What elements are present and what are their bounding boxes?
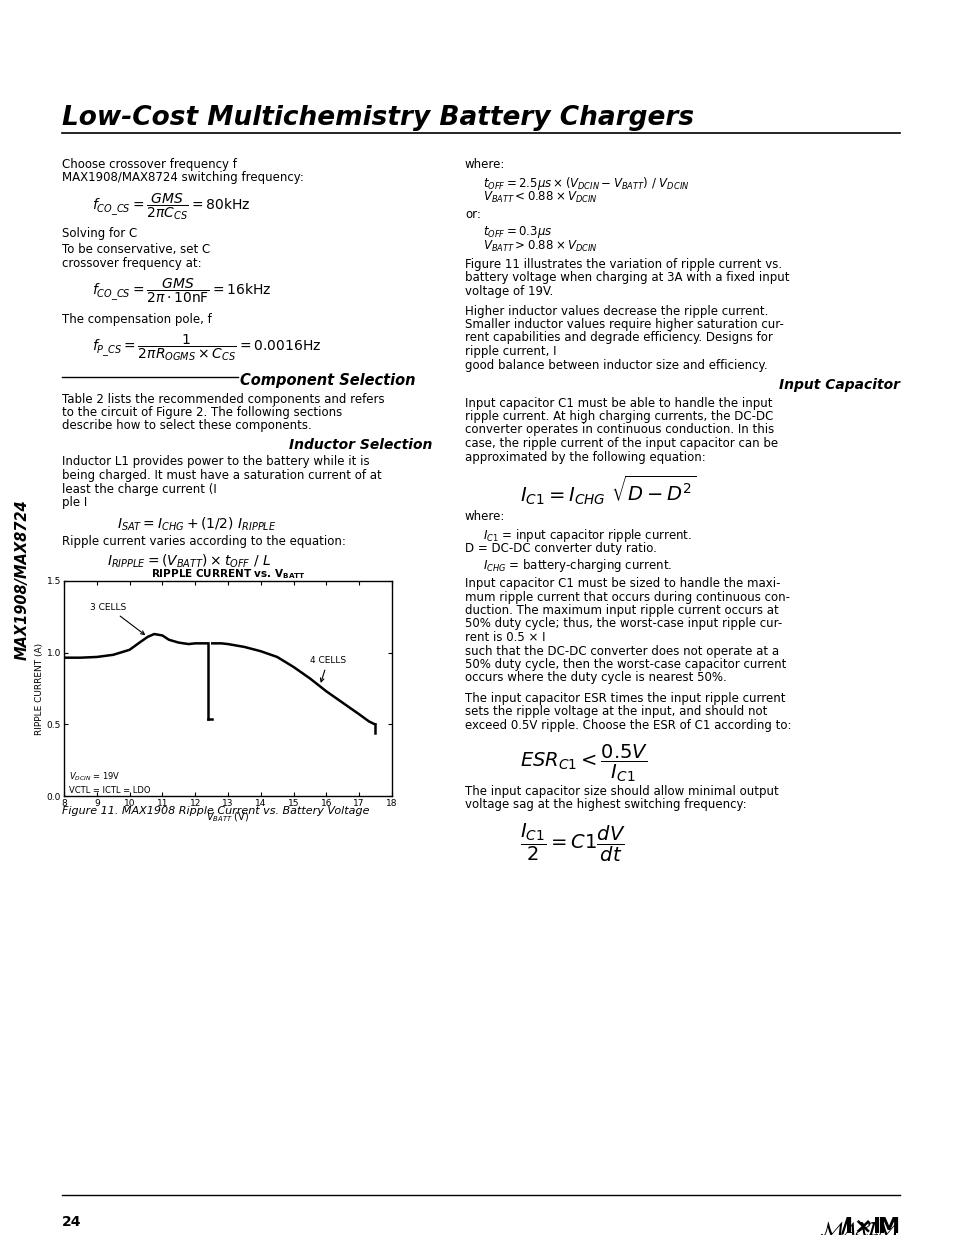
Text: $t_{OFF} = 0.3\mu s$: $t_{OFF} = 0.3\mu s$ bbox=[482, 224, 552, 240]
Text: 3 CELLS: 3 CELLS bbox=[91, 603, 144, 635]
Text: rent is 0.5 × I: rent is 0.5 × I bbox=[464, 631, 545, 643]
Text: sets the ripple voltage at the input, and should not: sets the ripple voltage at the input, an… bbox=[464, 705, 766, 719]
Text: $ESR_{C1} < \dfrac{0.5V}{I_{C1}}$: $ESR_{C1} < \dfrac{0.5V}{I_{C1}}$ bbox=[519, 742, 648, 784]
Text: rent capabilities and degrade efficiency. Designs for: rent capabilities and degrade efficiency… bbox=[464, 331, 772, 345]
Text: To be conservative, set C: To be conservative, set C bbox=[62, 243, 210, 257]
Text: The compensation pole, f: The compensation pole, f bbox=[62, 312, 212, 326]
Text: VCTL = ICTL = LDO: VCTL = ICTL = LDO bbox=[69, 785, 151, 795]
Text: 4 CELLS: 4 CELLS bbox=[310, 656, 346, 682]
Text: ripple current, I: ripple current, I bbox=[464, 345, 556, 358]
Text: $V_{BATT} > 0.88 \times V_{DCIN}$: $V_{BATT} > 0.88 \times V_{DCIN}$ bbox=[482, 238, 598, 253]
Text: being charged. It must have a saturation current of at: being charged. It must have a saturation… bbox=[62, 469, 381, 482]
Text: battery voltage when charging at 3A with a fixed input: battery voltage when charging at 3A with… bbox=[464, 272, 789, 284]
Text: or:: or: bbox=[464, 207, 480, 221]
Text: ripple current. At high charging currents, the DC-DC: ripple current. At high charging current… bbox=[464, 410, 773, 424]
Text: Input capacitor C1 must be sized to handle the maxi-: Input capacitor C1 must be sized to hand… bbox=[464, 577, 780, 590]
Text: approximated by the following equation:: approximated by the following equation: bbox=[464, 451, 705, 463]
Text: to the circuit of Figure 2. The following sections: to the circuit of Figure 2. The followin… bbox=[62, 406, 342, 419]
Text: Component Selection: Component Selection bbox=[240, 373, 416, 388]
Text: $f_{CO\_CS} = \dfrac{GMS}{2\pi \cdot 10\mathrm{nF}} = 16\mathrm{kHz}$: $f_{CO\_CS} = \dfrac{GMS}{2\pi \cdot 10\… bbox=[91, 277, 272, 305]
Text: Input capacitor C1 must be able to handle the input: Input capacitor C1 must be able to handl… bbox=[464, 396, 772, 410]
Text: MAX1908/MAX8724: MAX1908/MAX8724 bbox=[14, 500, 30, 661]
Text: The input capacitor ESR times the input ripple current: The input capacitor ESR times the input … bbox=[464, 692, 784, 705]
Text: $I_{C1}$ = input capacitor ripple current.: $I_{C1}$ = input capacitor ripple curren… bbox=[482, 527, 691, 545]
Text: describe how to select these components.: describe how to select these components. bbox=[62, 420, 312, 432]
Text: where:: where: bbox=[464, 158, 505, 170]
Text: such that the DC-DC converter does not operate at a: such that the DC-DC converter does not o… bbox=[464, 645, 779, 657]
Text: $f_{CO\_CS} = \dfrac{GMS}{2\pi C_{CS}} = 80\mathrm{kHz}$: $f_{CO\_CS} = \dfrac{GMS}{2\pi C_{CS}} =… bbox=[91, 191, 250, 222]
Text: where:: where: bbox=[464, 510, 505, 522]
Text: 24: 24 bbox=[62, 1215, 81, 1229]
Text: voltage sag at the highest switching frequency:: voltage sag at the highest switching fre… bbox=[464, 798, 746, 811]
Text: least the charge current (I: least the charge current (I bbox=[62, 483, 216, 495]
Text: Smaller inductor values require higher saturation cur-: Smaller inductor values require higher s… bbox=[464, 317, 783, 331]
Text: Low-Cost Multichemistry Battery Chargers: Low-Cost Multichemistry Battery Chargers bbox=[62, 105, 694, 131]
Text: $\mathbf{/\!\/\!I\!\times\!I\!M}$: $\mathbf{/\!\/\!I\!\times\!I\!M}$ bbox=[840, 1215, 899, 1235]
Text: 50% duty cycle; thus, the worst-case input ripple cur-: 50% duty cycle; thus, the worst-case inp… bbox=[464, 618, 781, 631]
Text: good balance between inductor size and efficiency.: good balance between inductor size and e… bbox=[464, 358, 767, 372]
Text: $V_{BATT} < 0.88 \times V_{DCIN}$: $V_{BATT} < 0.88 \times V_{DCIN}$ bbox=[482, 190, 598, 205]
Text: $t_{OFF} = 2.5\mu s \times (V_{DCIN} - V_{BATT})\ /\ V_{DCIN}$: $t_{OFF} = 2.5\mu s \times (V_{DCIN} - V… bbox=[482, 175, 689, 193]
Text: Inductor L1 provides power to the battery while it is: Inductor L1 provides power to the batter… bbox=[62, 456, 369, 468]
Text: Figure 11. MAX1908 Ripple Current vs. Battery Voltage: Figure 11. MAX1908 Ripple Current vs. Ba… bbox=[62, 806, 369, 816]
Text: case, the ripple current of the input capacitor can be: case, the ripple current of the input ca… bbox=[464, 437, 778, 450]
Text: Inductor Selection: Inductor Selection bbox=[289, 438, 432, 452]
Text: Input Capacitor: Input Capacitor bbox=[779, 378, 899, 391]
Text: Choose crossover frequency f: Choose crossover frequency f bbox=[62, 158, 236, 170]
Text: occurs where the duty cycle is nearest 50%.: occurs where the duty cycle is nearest 5… bbox=[464, 672, 726, 684]
Text: $I_{C1} = I_{CHG}\ \sqrt{D - D^{2}}$: $I_{C1} = I_{CHG}\ \sqrt{D - D^{2}}$ bbox=[519, 474, 696, 508]
Text: converter operates in continuous conduction. In this: converter operates in continuous conduct… bbox=[464, 424, 774, 436]
Text: exceed 0.5V ripple. Choose the ESR of C1 according to:: exceed 0.5V ripple. Choose the ESR of C1… bbox=[464, 719, 791, 732]
Text: crossover frequency at:: crossover frequency at: bbox=[62, 257, 201, 270]
X-axis label: $V_{BATT}$ (V): $V_{BATT}$ (V) bbox=[206, 810, 250, 824]
Title: RIPPLE CURRENT vs. $\mathbf{V_{BATT}}$: RIPPLE CURRENT vs. $\mathbf{V_{BATT}}$ bbox=[151, 567, 305, 580]
Text: Higher inductor values decrease the ripple current.: Higher inductor values decrease the ripp… bbox=[464, 305, 767, 317]
Text: $I_{SAT} = I_{CHG} + (1/2)\ I_{RIPPLE}$: $I_{SAT} = I_{CHG} + (1/2)\ I_{RIPPLE}$ bbox=[117, 515, 276, 532]
Text: $\dfrac{I_{C1}}{2} = C1\dfrac{dV}{dt}$: $\dfrac{I_{C1}}{2} = C1\dfrac{dV}{dt}$ bbox=[519, 821, 625, 863]
Text: Solving for C: Solving for C bbox=[62, 227, 137, 240]
Text: $f_{P\_CS} = \dfrac{1}{2\pi R_{OGMS} \times C_{CS}} = 0.0016\mathrm{Hz}$: $f_{P\_CS} = \dfrac{1}{2\pi R_{OGMS} \ti… bbox=[91, 332, 321, 363]
Text: $I_{RIPPLE} = (V_{BATT}) \times t_{OFF}\ /\ L$: $I_{RIPPLE} = (V_{BATT}) \times t_{OFF}\… bbox=[107, 553, 272, 571]
Text: 50% duty cycle, then the worst-case capacitor current: 50% duty cycle, then the worst-case capa… bbox=[464, 658, 785, 671]
Text: MAX1908/MAX8724 switching frequency:: MAX1908/MAX8724 switching frequency: bbox=[62, 172, 304, 184]
Text: D = DC-DC converter duty ratio.: D = DC-DC converter duty ratio. bbox=[464, 542, 657, 555]
Text: $V_{DCIN}$ = 19V: $V_{DCIN}$ = 19V bbox=[69, 771, 120, 783]
Y-axis label: RIPPLE CURRENT (A): RIPPLE CURRENT (A) bbox=[35, 642, 44, 735]
Text: duction. The maximum input ripple current occurs at: duction. The maximum input ripple curren… bbox=[464, 604, 778, 618]
Text: Ripple current varies according to the equation:: Ripple current varies according to the e… bbox=[62, 536, 346, 548]
Text: ple I: ple I bbox=[62, 496, 87, 509]
Text: $I_{CHG}$ = battery-charging current.: $I_{CHG}$ = battery-charging current. bbox=[482, 557, 672, 573]
Text: $\mathcal{M\!A\!X\!I\!M}$: $\mathcal{M\!A\!X\!I\!M}$ bbox=[819, 1220, 899, 1235]
Text: mum ripple current that occurs during continuous con-: mum ripple current that occurs during co… bbox=[464, 590, 789, 604]
Text: The input capacitor size should allow minimal output: The input capacitor size should allow mi… bbox=[464, 784, 778, 798]
Text: Figure 11 illustrates the variation of ripple current vs.: Figure 11 illustrates the variation of r… bbox=[464, 258, 781, 270]
Text: Table 2 lists the recommended components and refers: Table 2 lists the recommended components… bbox=[62, 393, 384, 405]
Text: voltage of 19V.: voltage of 19V. bbox=[464, 285, 553, 298]
